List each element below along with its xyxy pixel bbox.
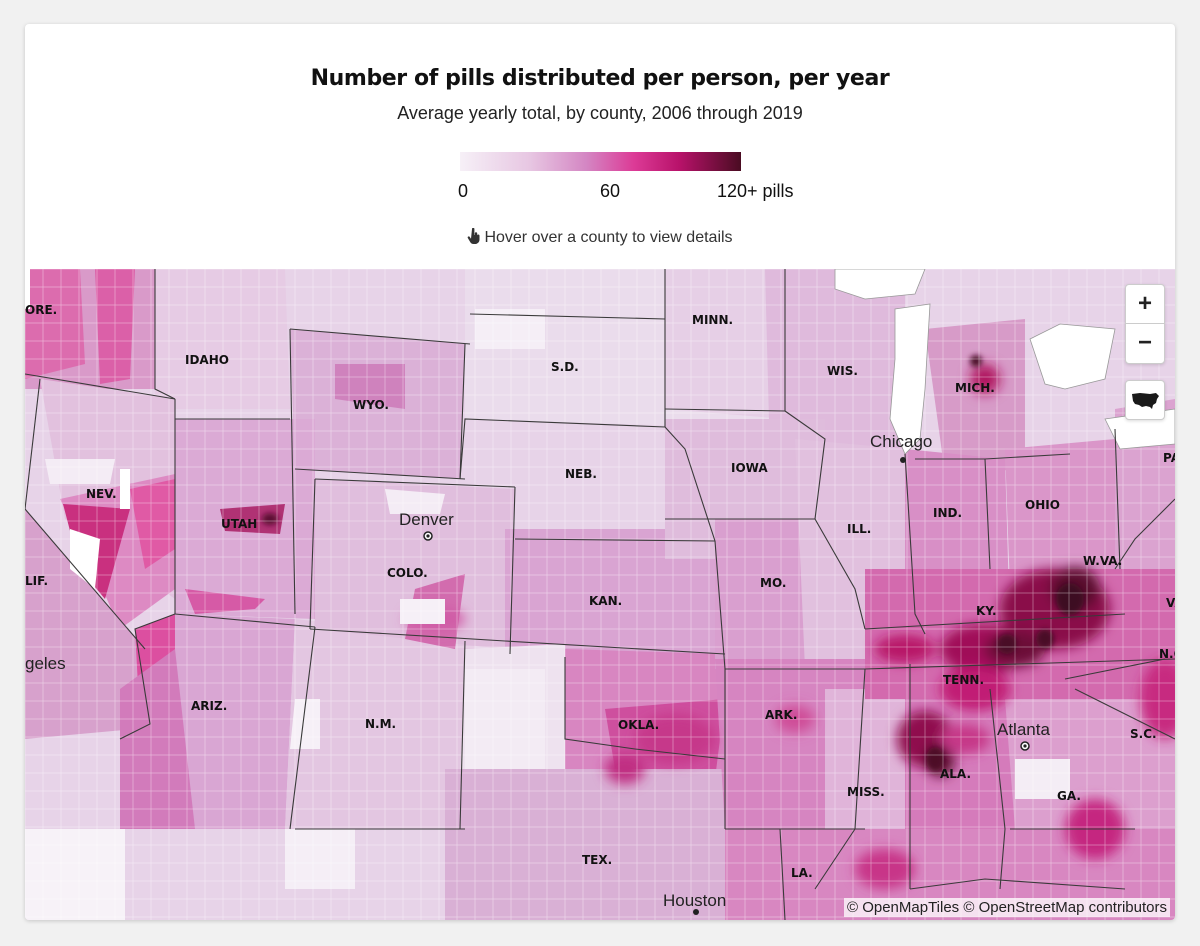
state-label: OHIO bbox=[1025, 498, 1060, 512]
state-label: MO. bbox=[760, 576, 786, 590]
city-label: Houston bbox=[663, 891, 726, 910]
state-label: VA bbox=[1166, 596, 1175, 610]
state-label: ALA. bbox=[940, 767, 971, 781]
chart-subtitle: Average yearly total, by county, 2006 th… bbox=[397, 103, 803, 123]
legend-mid-label: 60 bbox=[600, 181, 621, 201]
state-label: MISS. bbox=[847, 785, 885, 799]
city-label: Atlanta bbox=[997, 720, 1050, 739]
legend-min-label: 0 bbox=[458, 181, 469, 201]
state-label: LIF. bbox=[25, 574, 48, 588]
zoom-in-button[interactable]: + bbox=[1126, 285, 1164, 324]
state-label: PA bbox=[1163, 451, 1175, 465]
state-label: WIS. bbox=[827, 364, 858, 378]
state-label: COLO. bbox=[387, 566, 428, 580]
state-borders bbox=[25, 269, 1175, 920]
state-label: KAN. bbox=[589, 594, 622, 608]
us-map-icon bbox=[1132, 393, 1159, 409]
state-label: IOWA bbox=[731, 461, 768, 475]
hover-hint: Hover over a county to view details bbox=[25, 227, 1175, 247]
state-label: OKLA. bbox=[618, 718, 659, 732]
state-labels: ORE. IDAHO WYO. S.D. MINN. WIS. MICH. NE… bbox=[25, 303, 1175, 880]
state-label: TEX. bbox=[582, 853, 612, 867]
state-label: ARIZ. bbox=[191, 699, 227, 713]
state-label: IDAHO bbox=[185, 353, 229, 367]
zoom-out-button[interactable]: − bbox=[1137, 329, 1152, 356]
state-label: WYO. bbox=[353, 398, 389, 412]
chart-title: Number of pills distributed per person, … bbox=[310, 66, 890, 91]
state-label: N.C. bbox=[1159, 647, 1175, 661]
state-label: KY. bbox=[976, 604, 997, 618]
state-label: S.D. bbox=[551, 360, 579, 374]
state-label: MICH. bbox=[955, 381, 995, 395]
state-label: W.VA. bbox=[1083, 554, 1122, 568]
state-label: ORE. bbox=[25, 303, 57, 317]
state-label: S.C. bbox=[1130, 727, 1157, 741]
city-markers: Chicago Denver Atlanta Houston geles bbox=[25, 432, 1050, 915]
map-card: Number of pills distributed per person, … bbox=[25, 24, 1175, 920]
city-label: geles bbox=[25, 654, 66, 673]
city-label: Chicago bbox=[870, 432, 932, 451]
state-label: UTAH bbox=[221, 517, 257, 531]
state-label: IND. bbox=[933, 506, 962, 520]
state-label: NEB. bbox=[565, 467, 597, 481]
county-grid bbox=[25, 269, 1175, 920]
state-label: MINN. bbox=[692, 313, 733, 327]
hover-hint-text: Hover over a county to view details bbox=[484, 229, 733, 246]
state-label: TENN. bbox=[943, 673, 984, 687]
pointer-hand-icon bbox=[468, 227, 480, 244]
state-label: ARK. bbox=[765, 708, 797, 722]
state-label: ILL. bbox=[847, 522, 871, 536]
state-label: LA. bbox=[791, 866, 813, 880]
legend-max-label: 120+ pills bbox=[717, 181, 794, 201]
choropleth-map[interactable]: ORE. IDAHO WYO. S.D. MINN. WIS. MICH. NE… bbox=[25, 269, 1175, 920]
city-label: Denver bbox=[399, 510, 454, 529]
color-legend-bar bbox=[460, 152, 741, 171]
reset-view-button[interactable] bbox=[1125, 380, 1165, 420]
state-label: NEV. bbox=[86, 487, 117, 501]
state-label: GA. bbox=[1057, 789, 1081, 803]
map-attribution: © OpenMapTiles © OpenStreetMap contribut… bbox=[843, 898, 1170, 917]
state-label: N.M. bbox=[365, 717, 396, 731]
zoom-control: + − bbox=[1125, 284, 1165, 364]
